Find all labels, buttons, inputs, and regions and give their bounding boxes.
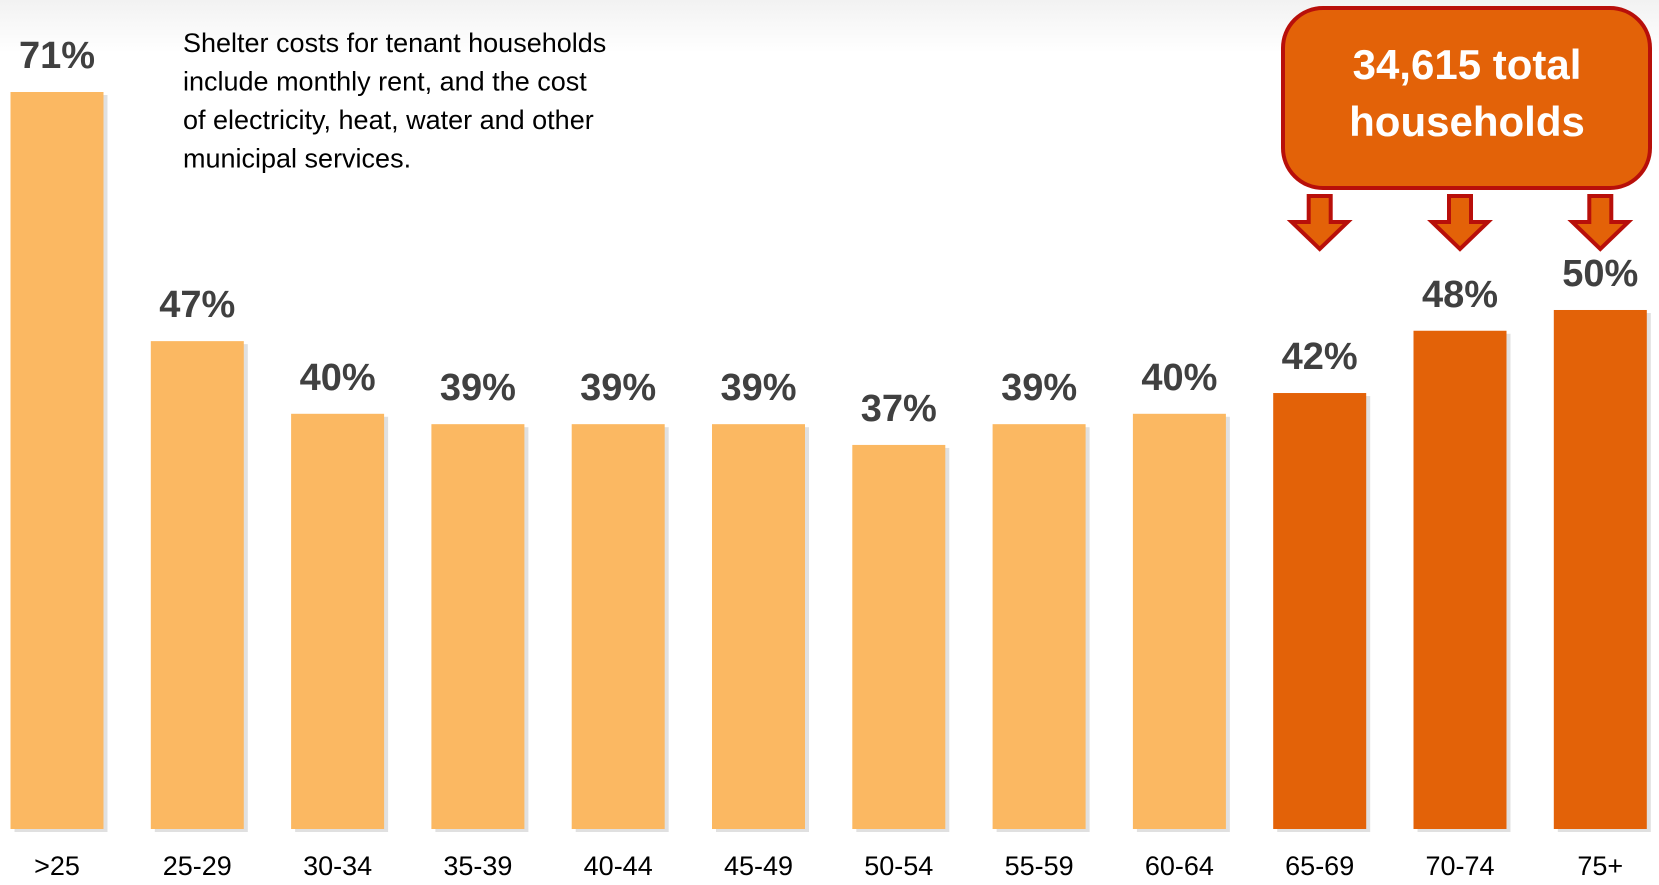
bar (291, 413, 385, 829)
bar (712, 424, 805, 829)
x-tick-label: 40-44 (584, 851, 653, 881)
bar (431, 424, 525, 829)
value-label: 42% (1282, 336, 1358, 378)
value-label: 48% (1422, 274, 1498, 316)
bar (1132, 413, 1226, 829)
x-tick-label: 45-49 (724, 851, 793, 881)
bar (1413, 330, 1507, 829)
x-tick-label: >25 (34, 851, 80, 881)
annotation: of electricity, heat, water and other (183, 105, 594, 135)
value-label: 39% (720, 367, 796, 409)
annotation: include monthly rent, and the cost (183, 67, 587, 97)
arrow (1286, 194, 1353, 252)
x-tick-label: 35-39 (443, 851, 512, 881)
x-tick-label: 60-64 (1145, 851, 1214, 881)
bar (852, 444, 946, 829)
value-label: 39% (1001, 367, 1077, 409)
arrows (1286, 194, 1634, 252)
x-tick-label: 55-59 (1005, 851, 1074, 881)
callout-box (1281, 6, 1652, 190)
bar (1553, 309, 1647, 829)
value-label: 50% (1562, 253, 1638, 295)
x-tick-label: 30-34 (303, 851, 372, 881)
annotation: municipal services. (183, 144, 411, 174)
value-label: 39% (440, 367, 516, 409)
bar (1273, 393, 1367, 829)
value-label: 40% (1141, 357, 1217, 399)
x-tick-label: 75+ (1577, 851, 1623, 881)
bar (10, 92, 104, 829)
arrow (1427, 194, 1493, 252)
x-tick-label: 50-54 (864, 851, 933, 881)
x-tick-label: 65-69 (1285, 851, 1354, 881)
value-label: 37% (861, 388, 937, 430)
bar (150, 341, 244, 829)
x-tick-label: 70-74 (1425, 851, 1494, 881)
bar (571, 424, 665, 829)
callout-text: 34,615 total (1353, 41, 1582, 88)
bar (992, 424, 1086, 829)
annotation: Shelter costs for tenant households (183, 28, 606, 58)
callout-text: households (1349, 98, 1585, 145)
value-label: 39% (580, 367, 656, 409)
x-tick-label: 25-29 (163, 851, 232, 881)
arrow (1567, 194, 1634, 252)
value-label: 47% (159, 284, 235, 326)
value-label: 40% (300, 357, 376, 399)
value-label: 71% (19, 35, 95, 77)
